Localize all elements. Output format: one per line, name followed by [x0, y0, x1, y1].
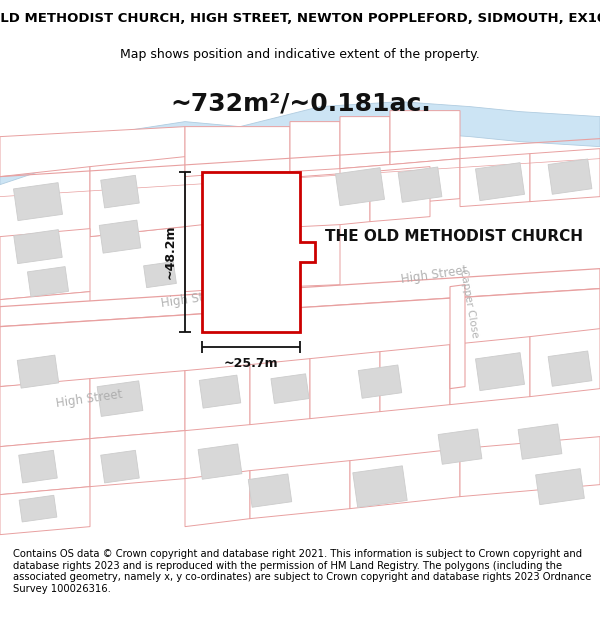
- Polygon shape: [0, 292, 90, 354]
- Text: ~48.2m: ~48.2m: [164, 224, 177, 279]
- Polygon shape: [185, 364, 250, 431]
- Polygon shape: [310, 352, 380, 419]
- Polygon shape: [340, 117, 390, 169]
- Bar: [438, 429, 482, 464]
- Polygon shape: [185, 222, 230, 292]
- Polygon shape: [380, 344, 450, 412]
- Bar: [19, 495, 57, 522]
- Bar: [101, 451, 139, 483]
- Text: High Street: High Street: [400, 263, 468, 286]
- Bar: [536, 469, 584, 504]
- Polygon shape: [202, 172, 315, 332]
- Polygon shape: [450, 284, 465, 389]
- Bar: [19, 451, 57, 483]
- Text: Contains OS data © Crown copyright and database right 2021. This information is : Contains OS data © Crown copyright and d…: [13, 549, 592, 594]
- Polygon shape: [0, 487, 90, 534]
- Polygon shape: [0, 269, 600, 327]
- Polygon shape: [90, 371, 185, 439]
- Polygon shape: [300, 172, 370, 227]
- Bar: [199, 375, 241, 408]
- Polygon shape: [0, 439, 90, 494]
- Bar: [14, 229, 62, 264]
- Bar: [99, 220, 141, 253]
- Bar: [548, 159, 592, 194]
- Bar: [353, 466, 407, 508]
- Polygon shape: [290, 217, 340, 287]
- Text: ~25.7m: ~25.7m: [224, 357, 278, 369]
- Bar: [475, 162, 524, 201]
- Polygon shape: [250, 359, 310, 424]
- Polygon shape: [530, 329, 600, 397]
- Polygon shape: [340, 159, 460, 207]
- Polygon shape: [530, 149, 600, 202]
- Polygon shape: [0, 289, 600, 387]
- Polygon shape: [460, 437, 600, 497]
- Bar: [518, 424, 562, 459]
- Bar: [13, 182, 62, 221]
- Text: High Street: High Street: [55, 388, 123, 409]
- Text: Map shows position and indicative extent of the property.: Map shows position and indicative extent…: [120, 48, 480, 61]
- Polygon shape: [460, 154, 530, 207]
- Polygon shape: [0, 379, 90, 447]
- Bar: [271, 374, 309, 404]
- Polygon shape: [250, 461, 350, 519]
- Text: Capper Close: Capper Close: [458, 268, 480, 339]
- Polygon shape: [290, 122, 340, 172]
- Bar: [198, 444, 242, 479]
- Bar: [143, 262, 176, 288]
- Text: ~732m²/~0.181ac.: ~732m²/~0.181ac.: [170, 92, 431, 116]
- Bar: [97, 381, 143, 416]
- Text: THE OLD METHODIST CHURCH, HIGH STREET, NEWTON POPPLEFORD, SIDMOUTH, EX10 0DW: THE OLD METHODIST CHURCH, HIGH STREET, N…: [0, 12, 600, 25]
- Bar: [17, 355, 59, 388]
- Bar: [217, 196, 279, 258]
- Text: High Street: High Street: [160, 288, 228, 309]
- Bar: [335, 168, 385, 206]
- Bar: [101, 176, 139, 208]
- Bar: [28, 267, 68, 297]
- Polygon shape: [185, 127, 290, 177]
- Bar: [548, 351, 592, 386]
- Polygon shape: [90, 431, 185, 487]
- Polygon shape: [230, 219, 290, 289]
- Polygon shape: [370, 167, 430, 222]
- Bar: [248, 474, 292, 508]
- Polygon shape: [390, 111, 460, 164]
- Bar: [358, 365, 402, 398]
- Polygon shape: [350, 449, 460, 509]
- Polygon shape: [0, 127, 185, 237]
- Polygon shape: [0, 102, 600, 184]
- Polygon shape: [0, 229, 90, 299]
- Text: THE OLD METHODIST CHURCH: THE OLD METHODIST CHURCH: [325, 229, 583, 244]
- Polygon shape: [185, 471, 250, 527]
- Polygon shape: [90, 157, 185, 237]
- Bar: [475, 352, 524, 391]
- Polygon shape: [450, 337, 530, 404]
- Bar: [398, 167, 442, 202]
